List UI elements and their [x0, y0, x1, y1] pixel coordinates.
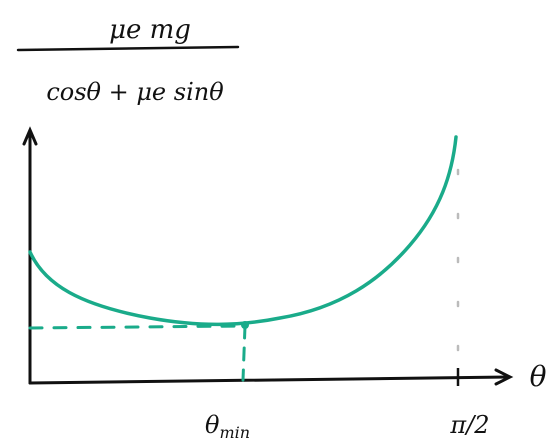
min-dashed-h	[30, 326, 243, 328]
min-point	[241, 321, 249, 329]
min-dashed-v	[243, 326, 245, 380]
denominator: cosθ + μe sinθ	[46, 78, 224, 106]
x-axis-label: θ	[530, 360, 547, 393]
curve	[30, 137, 456, 324]
theta-min-symbol: θ	[205, 411, 220, 439]
theta-min-subscript: min	[219, 423, 250, 442]
x-axis	[30, 377, 508, 383]
sketch: μe mg cosθ + μe sinθ θ θmin π/2	[0, 0, 553, 443]
fraction-bar	[18, 47, 238, 50]
theta-min-label: θmin	[205, 411, 250, 442]
numerator: μe mg	[109, 15, 191, 45]
pi-half-label: π/2	[449, 411, 489, 439]
